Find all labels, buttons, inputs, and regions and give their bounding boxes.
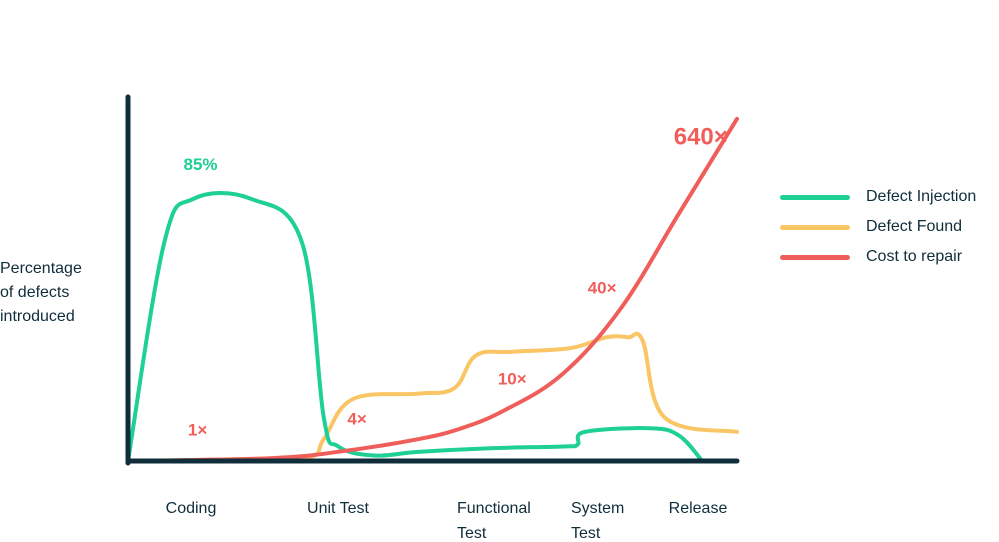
series-line-defect-injection (126, 191, 705, 463)
legend-item-defect-found: Defect Found (780, 212, 976, 242)
series-line-cost-to-repair (126, 116, 739, 463)
x-tick-label: Release (669, 500, 728, 517)
series-line-defect-found (126, 331, 739, 463)
annotation-label: 1× (188, 421, 207, 440)
legend-swatch-cost-to-repair (780, 254, 850, 260)
legend-label: Cost to repair (866, 248, 963, 265)
annotation-label: 85% (183, 155, 217, 174)
legend-item-defect-injection: Defect Injection (780, 182, 976, 212)
legend-swatch-defect-injection (780, 194, 850, 200)
legend-label: Defect Injection (866, 188, 977, 205)
legend-item-cost-to-repair: Cost to repair (780, 242, 976, 272)
annotation-label: 40× (588, 279, 617, 298)
x-tick-label: System Test (571, 500, 624, 542)
annotation-label: 4× (347, 410, 366, 429)
x-tick-label: Functional Test (457, 500, 531, 542)
annotation-label: 640× (674, 123, 728, 150)
legend-swatch-defect-found (780, 224, 850, 230)
annotation-label: 10× (498, 370, 527, 389)
y-axis-label: Percentage of defects introduced (0, 260, 82, 325)
x-tick-label: Unit Test (307, 500, 370, 517)
x-tick-label: Coding (166, 500, 217, 517)
legend: Defect Injection Defect Found Cost to re… (780, 182, 976, 272)
legend-label: Defect Found (866, 218, 963, 235)
